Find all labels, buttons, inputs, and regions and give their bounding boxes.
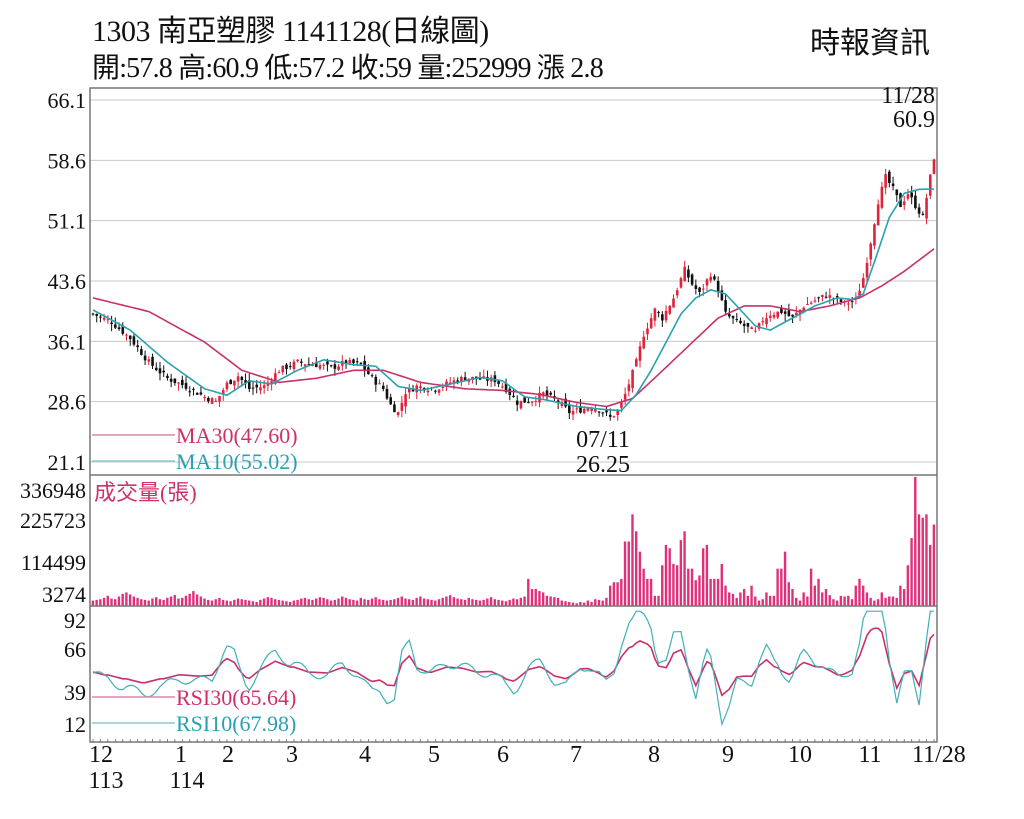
- svg-text:36.1: 36.1: [48, 329, 87, 354]
- svg-text:3: 3: [286, 742, 298, 768]
- svg-text:4: 4: [359, 742, 371, 768]
- low-date-annotation: 07/11: [576, 427, 630, 453]
- svg-text:7: 7: [570, 742, 582, 768]
- low-value-annotation: 26.25: [576, 452, 630, 478]
- ma10-line: [92, 188, 935, 412]
- chart-title: 1303 南亞塑膠 1141128(日線圖): [92, 15, 489, 48]
- svg-text:92: 92: [64, 608, 86, 633]
- high-date-annotation: 11/28: [881, 83, 935, 109]
- svg-text:28.6: 28.6: [48, 390, 87, 415]
- rsi30-legend: RSI30(65.64): [176, 685, 296, 710]
- svg-text:1: 1: [175, 742, 187, 768]
- rsi10-legend: RSI10(67.98): [176, 711, 296, 736]
- svg-text:12: 12: [64, 712, 86, 737]
- grid-lines: [90, 99, 937, 463]
- svg-text:113: 113: [88, 768, 123, 794]
- svg-text:2: 2: [222, 742, 234, 768]
- svg-text:8: 8: [648, 742, 660, 768]
- volume-bars: [91, 477, 936, 606]
- data-source-label: 時報資訊: [810, 27, 930, 60]
- svg-text:12: 12: [89, 742, 113, 768]
- svg-text:10: 10: [788, 742, 812, 768]
- svg-text:225723: 225723: [20, 508, 86, 533]
- svg-text:66: 66: [64, 637, 86, 662]
- svg-text:9: 9: [722, 742, 734, 768]
- ma10-legend: MA10(55.02): [176, 449, 298, 474]
- ohlc-summary: 開:57.8 高:60.9 低:57.2 收:59 量:252999 漲 2.8: [92, 53, 604, 84]
- svg-text:114499: 114499: [21, 550, 86, 575]
- svg-text:66.1: 66.1: [48, 88, 87, 113]
- rsi10-line: [92, 610, 934, 727]
- high-value-annotation: 60.9: [893, 107, 935, 133]
- volume-title: 成交量(張): [94, 480, 197, 505]
- svg-text:5: 5: [428, 742, 440, 768]
- svg-text:3274: 3274: [42, 582, 86, 607]
- ma30-legend: MA30(47.60): [176, 423, 298, 448]
- svg-text:11/28: 11/28: [912, 742, 966, 768]
- chart-frame: [89, 87, 938, 743]
- svg-text:21.1: 21.1: [48, 450, 87, 475]
- svg-text:58.6: 58.6: [48, 148, 87, 173]
- price-candles: [91, 158, 936, 421]
- svg-text:336948: 336948: [20, 478, 86, 503]
- svg-text:11: 11: [858, 742, 881, 768]
- y-axis-labels: 66.1 58.6 51.1 43.6 36.1 28.6 21.1 336948 225723…: [20, 88, 86, 737]
- svg-text:114: 114: [169, 768, 204, 794]
- ma30-line: [92, 248, 935, 408]
- svg-text:39: 39: [64, 680, 86, 705]
- svg-text:43.6: 43.6: [48, 269, 87, 294]
- svg-text:51.1: 51.1: [48, 209, 87, 234]
- svg-text:6: 6: [497, 742, 509, 768]
